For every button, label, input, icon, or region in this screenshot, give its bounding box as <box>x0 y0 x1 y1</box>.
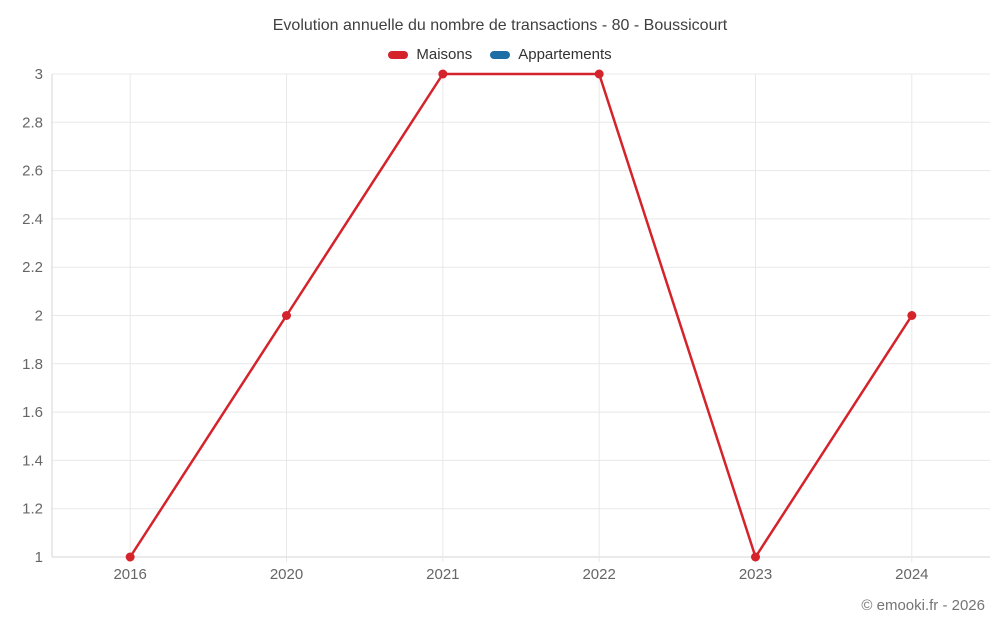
x-tick-label: 2021 <box>426 566 459 583</box>
legend-swatch-icon <box>388 50 409 59</box>
x-tick-label: 2024 <box>895 566 928 583</box>
legend-label: Appartements <box>518 46 612 63</box>
y-tick-label: 2.8 <box>22 114 43 131</box>
x-tick-label: 2020 <box>270 566 303 583</box>
y-tick-label: 1.2 <box>22 501 43 518</box>
x-tick-label: 2022 <box>582 566 615 583</box>
legend: Maisons Appartements <box>0 46 1000 63</box>
chart-title: Evolution annuelle du nombre de transact… <box>272 17 728 34</box>
legend-label: Maisons <box>416 46 473 63</box>
y-tick-label: 2.6 <box>22 163 43 180</box>
legend-item-appartements[interactable]: Appartements <box>490 46 612 63</box>
y-tick-label: 1.4 <box>22 452 43 469</box>
copyright-text: © emooki.fr - 2026 <box>861 597 985 614</box>
data-point-maisons-2020[interactable] <box>282 311 291 320</box>
legend-swatch-icon <box>490 50 511 59</box>
x-tick-label: 2016 <box>113 566 146 583</box>
legend-item-maisons[interactable]: Maisons <box>388 46 472 63</box>
data-point-maisons-2022[interactable] <box>594 69 604 79</box>
y-tick-label: 1 <box>35 549 43 566</box>
y-tick-label: 1.8 <box>22 356 43 373</box>
y-tick-label: 2.2 <box>22 259 43 276</box>
data-point-maisons-2021[interactable] <box>438 69 448 79</box>
data-point-maisons-2024[interactable] <box>907 311 917 320</box>
data-point-maisons-2016[interactable] <box>125 552 135 562</box>
y-tick-label: 2 <box>35 308 43 325</box>
y-tick-label: 1.6 <box>22 404 43 421</box>
x-tick-label: 2023 <box>739 566 772 583</box>
series-line-maisons[interactable] <box>128 72 914 559</box>
y-tick-label: 2.4 <box>22 211 43 228</box>
y-tick-label: 3 <box>35 66 43 83</box>
data-point-maisons-2023[interactable] <box>751 552 760 562</box>
